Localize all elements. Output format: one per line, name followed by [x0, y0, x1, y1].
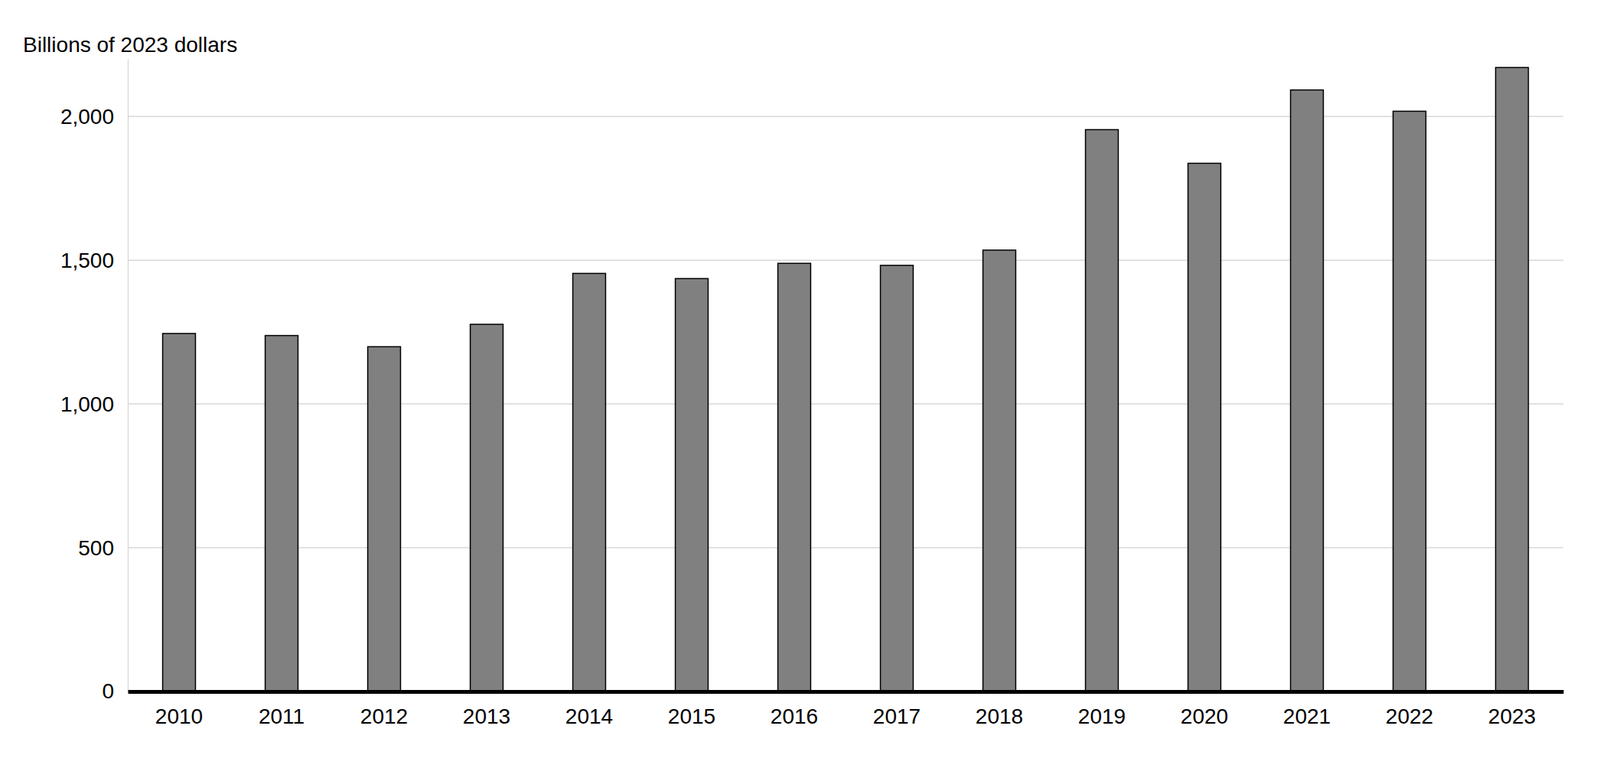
x-tick-label: 2012: [360, 704, 408, 729]
bar: [880, 265, 914, 692]
bar: [778, 263, 812, 692]
x-tick-label: 2022: [1385, 704, 1434, 729]
y-tick: 0: [101, 679, 128, 704]
bar: [162, 333, 196, 692]
bar: [1188, 162, 1222, 692]
y-tick-label: 1,000: [60, 392, 115, 417]
x-tick-label: 2019: [1078, 704, 1126, 729]
bar: [1393, 110, 1427, 692]
grid-line: [127, 690, 1564, 693]
x-tick-label: 2017: [873, 704, 921, 729]
x-tick-label: 2018: [975, 704, 1024, 729]
x-tick-label: 2020: [1180, 704, 1229, 729]
grid: [127, 116, 1564, 692]
x-tick: 2014: [565, 691, 613, 729]
y-axis-line: [127, 59, 130, 693]
plot: 05001,0001,5002,000201020112012201320142…: [60, 59, 1565, 729]
x-tick-label: 2014: [565, 704, 613, 729]
x-tick-label: 2023: [1488, 704, 1536, 729]
y-tick-label: 0: [101, 679, 115, 704]
bar: [1290, 90, 1324, 692]
bar: [1085, 129, 1119, 692]
bar: [470, 324, 504, 692]
bar: [983, 250, 1017, 692]
bar: [675, 278, 709, 692]
x-tick-label: 2010: [155, 704, 203, 729]
x-tick: 2013: [462, 691, 511, 729]
x-tick: 2022: [1385, 691, 1434, 729]
y-tick-label: 2,000: [60, 104, 115, 129]
y-tick-label: 500: [78, 536, 115, 561]
y-axis-title: Billions of 2023 dollars: [22, 32, 238, 57]
bar: [1495, 67, 1529, 692]
y-tick: 1,000: [60, 392, 128, 417]
y-tick-label: 1,500: [60, 248, 115, 273]
x-axis-line: [128, 690, 1565, 695]
x-tick: 2021: [1283, 691, 1331, 729]
x-tick-label: 2015: [668, 704, 716, 729]
x-tick: 2018: [975, 691, 1024, 729]
y-tick: 1,500: [60, 248, 128, 273]
x-tick: 2017: [873, 691, 921, 729]
grid-line: [127, 403, 1564, 405]
x-tick: 2020: [1180, 691, 1229, 729]
x-tick: 2016: [770, 691, 818, 729]
x-tick: 2015: [668, 691, 716, 729]
x-tick: 2023: [1488, 691, 1536, 729]
x-tick-label: 2011: [258, 704, 305, 729]
y-tick: 500: [78, 536, 128, 561]
grid-line: [127, 547, 1564, 549]
x-axis: 2010 2011 2012 2013 2014 2015 2016 2017 2018 2019…: [128, 691, 1565, 729]
y-tick: 2,000: [60, 104, 128, 129]
x-tick-label: 2013: [462, 704, 511, 729]
x-tick: 2019: [1078, 691, 1126, 729]
bar: [573, 273, 607, 692]
grid-line: [127, 259, 1564, 261]
chart: 05001,0001,5002,000201020112012201320142…: [0, 0, 1600, 768]
bar: [368, 346, 401, 692]
x-tick: 2011: [258, 691, 305, 729]
bar: [265, 335, 299, 692]
y-axis: 0 500 1,000 1,500 2,000: [60, 59, 129, 704]
x-tick: 2012: [360, 691, 408, 729]
x-tick-label: 2021: [1283, 704, 1331, 729]
bars: [162, 67, 1529, 692]
x-tick-label: 2016: [770, 704, 818, 729]
x-tick: 2010: [155, 691, 203, 729]
grid-line: [127, 115, 1564, 118]
